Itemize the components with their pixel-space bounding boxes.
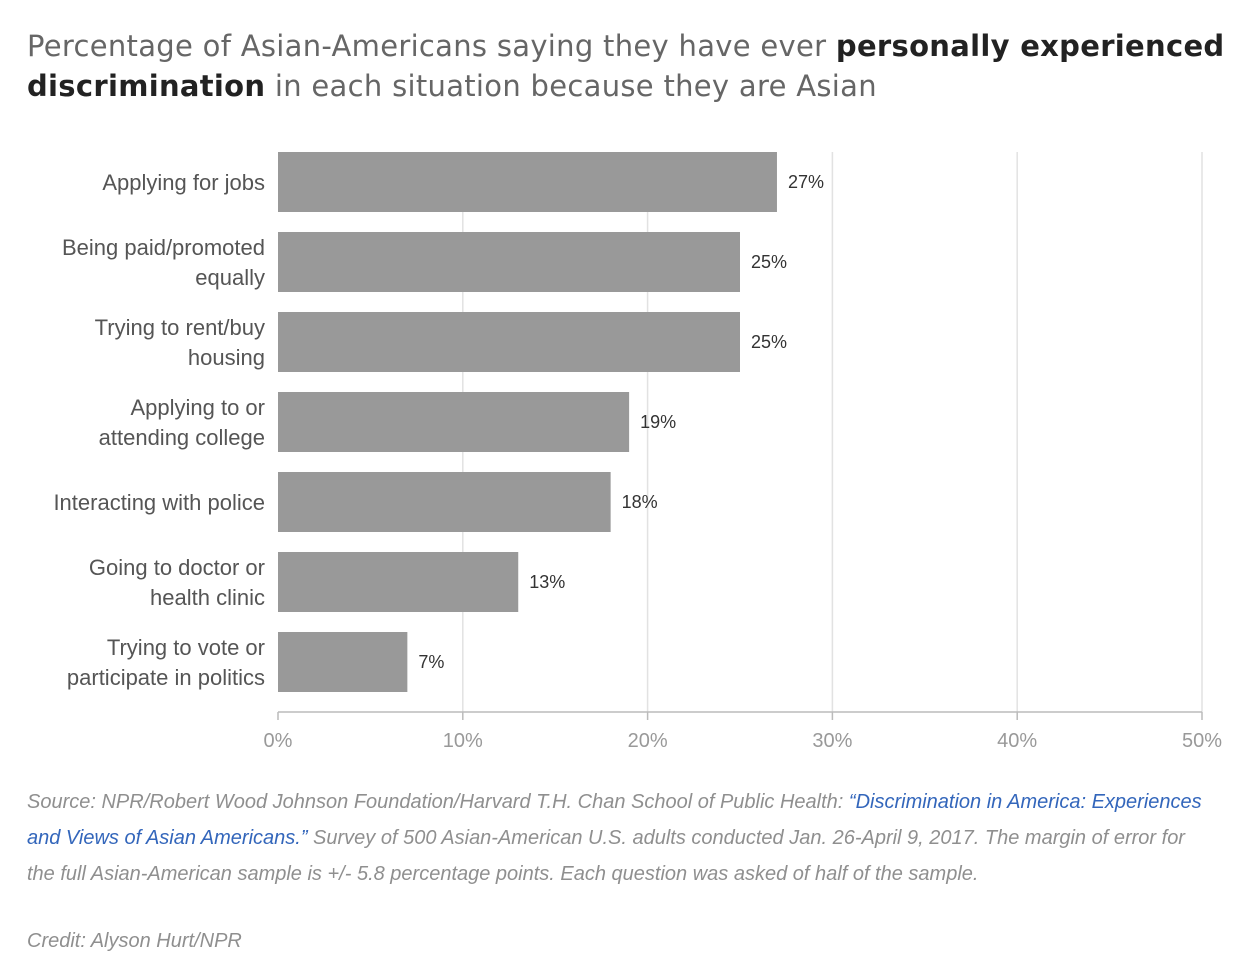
title-bold: personally experienced discrimination	[27, 29, 1225, 103]
bar	[278, 152, 777, 212]
category-labels: Applying for jobs Being paid/promoted equa…	[53, 170, 265, 690]
value-label: 13%	[529, 572, 565, 592]
category-label: Being paid/promoted equally	[62, 235, 265, 290]
bar	[278, 312, 740, 372]
bar	[278, 232, 740, 292]
tick-label: 0%	[264, 730, 293, 752]
bar	[278, 392, 630, 452]
bar	[278, 552, 519, 612]
bar	[278, 472, 611, 532]
tick-label: 50%	[1182, 730, 1222, 752]
chart-title: Percentage of Asian-Americans saying the…	[27, 26, 1227, 106]
source-note: Source: NPR/Robert Wood Johnson Foundati…	[27, 784, 1217, 892]
title-part2: in each situation because they are Asian	[265, 69, 877, 103]
x-axis: 0% 10% 20% 30% 40% 50%	[264, 711, 1222, 752]
tick-label: 20%	[628, 730, 668, 752]
category-label: Interacting with police	[53, 490, 265, 515]
tick-label: 10%	[443, 730, 483, 752]
value-label: 25%	[751, 332, 787, 352]
bars: 27% 25% 25% 19% 18% 13% 7%	[278, 152, 824, 692]
value-label: 19%	[640, 412, 676, 432]
credit: Credit: Alyson Hurt/NPR	[27, 930, 242, 952]
title-part1: Percentage of Asian-Americans saying the…	[27, 29, 836, 63]
bar-chart: 27% 25% 25% 19% 18% 13% 7% Applying for jobs Be…	[53, 152, 1222, 752]
category-label: Trying to vote or participate in politics	[67, 635, 265, 690]
bar	[278, 632, 408, 692]
value-label: 7%	[418, 652, 444, 672]
source-suffix: Survey of 500 Asian-American U.S. adults…	[27, 827, 1185, 885]
value-label: 18%	[622, 492, 658, 512]
value-label: 25%	[751, 252, 787, 272]
category-label: Applying to or attending college	[99, 395, 265, 450]
value-label: 27%	[788, 172, 824, 192]
category-label: Trying to rent/buy housing	[95, 315, 265, 370]
source-prefix: Source: NPR/Robert Wood Johnson Foundati…	[27, 791, 849, 813]
source-link[interactable]: “Discrimination in America: Experiences …	[27, 791, 1202, 849]
category-label: Going to doctor or health clinic	[89, 555, 265, 610]
category-label: Applying for jobs	[102, 170, 265, 195]
tick-label: 30%	[812, 730, 852, 752]
tick-label: 40%	[997, 730, 1037, 752]
